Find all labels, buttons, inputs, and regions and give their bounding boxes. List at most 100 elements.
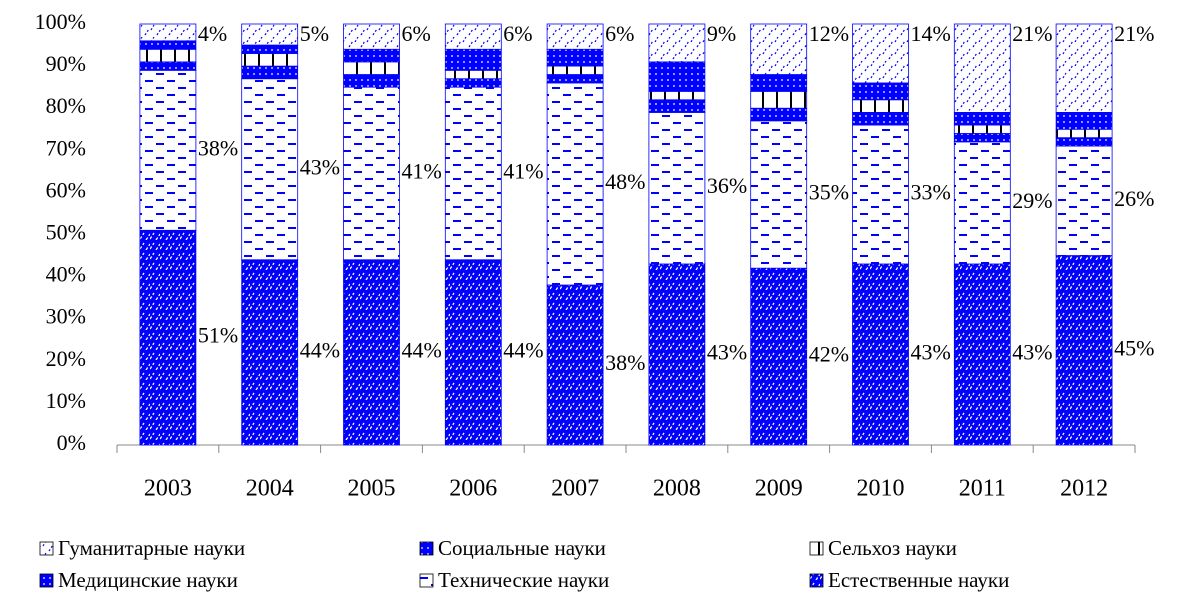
x-tick-label: 2012 xyxy=(1060,476,1108,502)
data-label: 36% xyxy=(707,173,747,198)
bar-segment xyxy=(241,65,299,80)
bar-segment xyxy=(241,44,299,54)
data-label: 43% xyxy=(1012,340,1052,365)
bar-segment xyxy=(1055,128,1113,139)
data-label: 43% xyxy=(911,340,951,365)
bar-segment xyxy=(1055,137,1113,147)
y-tick-label: 10% xyxy=(46,388,86,413)
data-label: 33% xyxy=(911,180,951,205)
data-label: 44% xyxy=(503,337,543,362)
x-tick-label: 2008 xyxy=(653,476,701,502)
bar-segment xyxy=(750,120,808,269)
bar-segment xyxy=(852,82,909,101)
data-label: 29% xyxy=(1012,188,1052,213)
x-tick-label: 2004 xyxy=(246,476,294,502)
bar-segment xyxy=(1055,145,1113,256)
data-label: 6% xyxy=(503,21,532,46)
bar-segment xyxy=(648,112,706,265)
legend-label: Медицинские науки xyxy=(58,568,238,592)
bar-segment xyxy=(852,23,909,84)
legend-label: Гуманитарные науки xyxy=(58,536,245,560)
legend-swatch xyxy=(809,541,824,556)
x-tick-label: 2005 xyxy=(348,476,396,502)
data-label: 38% xyxy=(605,350,645,375)
bar-segment xyxy=(444,48,502,71)
y-tick-label: 90% xyxy=(46,51,86,76)
data-label: 45% xyxy=(1114,335,1154,360)
bar-segment xyxy=(953,133,1011,143)
bar-segment xyxy=(953,141,1011,265)
data-label: 6% xyxy=(402,21,431,46)
bar-segment xyxy=(139,61,197,71)
bar-segment xyxy=(343,48,400,63)
bar-segment xyxy=(241,78,299,261)
data-label: 44% xyxy=(300,337,340,362)
data-label: 38% xyxy=(198,135,238,160)
bar-segment xyxy=(343,74,400,88)
bar-segment xyxy=(1055,23,1113,113)
data-label: 6% xyxy=(605,21,634,46)
legend-label: Естественные науки xyxy=(828,568,1009,592)
legend-swatch xyxy=(419,541,434,556)
data-label: 21% xyxy=(1012,21,1052,46)
data-label: 9% xyxy=(707,21,736,46)
legend-swatch xyxy=(39,573,54,588)
x-tick-label: 2011 xyxy=(959,476,1006,502)
legend-label: Социальные науки xyxy=(438,536,606,560)
data-label: 14% xyxy=(911,21,951,46)
data-label: 44% xyxy=(402,337,442,362)
y-tick-label: 0% xyxy=(57,430,86,455)
data-label: 41% xyxy=(402,159,442,184)
x-tick-label: 2009 xyxy=(755,476,803,502)
bar-segment xyxy=(444,78,502,88)
y-tick-label: 80% xyxy=(46,93,86,118)
x-tick-label: 2003 xyxy=(144,476,192,502)
bar-segment xyxy=(546,23,604,50)
bar-segment xyxy=(241,53,299,67)
bar-segment xyxy=(1055,112,1113,130)
legend-label: Сельхоз науки xyxy=(828,536,957,560)
y-tick-label: 50% xyxy=(46,220,86,245)
data-label: 48% xyxy=(605,169,645,194)
y-tick-label: 40% xyxy=(46,262,86,287)
bar-segment xyxy=(1055,255,1113,446)
bar-segment xyxy=(648,61,706,92)
data-label: 41% xyxy=(503,159,543,184)
bar-segment xyxy=(343,86,400,261)
bar-segment xyxy=(648,23,706,63)
bar-segment xyxy=(750,90,808,109)
bar-segment xyxy=(953,263,1011,446)
legend-label: Технические науки xyxy=(438,568,609,592)
data-label: 43% xyxy=(707,340,747,365)
bar-segment xyxy=(648,99,706,113)
bar-segment xyxy=(444,259,502,446)
x-tick-label: 2007 xyxy=(551,476,599,502)
bar-segment xyxy=(953,112,1011,126)
bar-segment xyxy=(852,99,909,113)
bar-segment xyxy=(444,69,502,80)
bar-segment xyxy=(750,267,808,446)
bar-segment xyxy=(852,124,909,265)
bar-segment xyxy=(546,74,604,84)
bar-segment xyxy=(444,86,502,261)
y-tick-label: 100% xyxy=(35,9,86,34)
bar-segment xyxy=(139,229,197,446)
bar-segment xyxy=(546,284,604,446)
data-label: 42% xyxy=(809,342,849,367)
x-tick-label: 2010 xyxy=(857,476,905,502)
bar-segment xyxy=(241,23,299,46)
data-label: 35% xyxy=(809,180,849,205)
bar-segment xyxy=(546,48,604,67)
y-tick-label: 70% xyxy=(46,135,86,160)
bar-segment xyxy=(139,48,197,63)
bar-segment xyxy=(953,23,1011,113)
y-tick-label: 30% xyxy=(46,304,86,329)
bar-segment xyxy=(750,23,808,75)
bar-segment xyxy=(343,23,400,50)
data-label: 5% xyxy=(300,21,329,46)
bar-segment xyxy=(648,90,706,101)
bar-segment xyxy=(139,23,197,42)
bar-segment xyxy=(750,74,808,92)
y-tick-label: 20% xyxy=(46,346,86,371)
